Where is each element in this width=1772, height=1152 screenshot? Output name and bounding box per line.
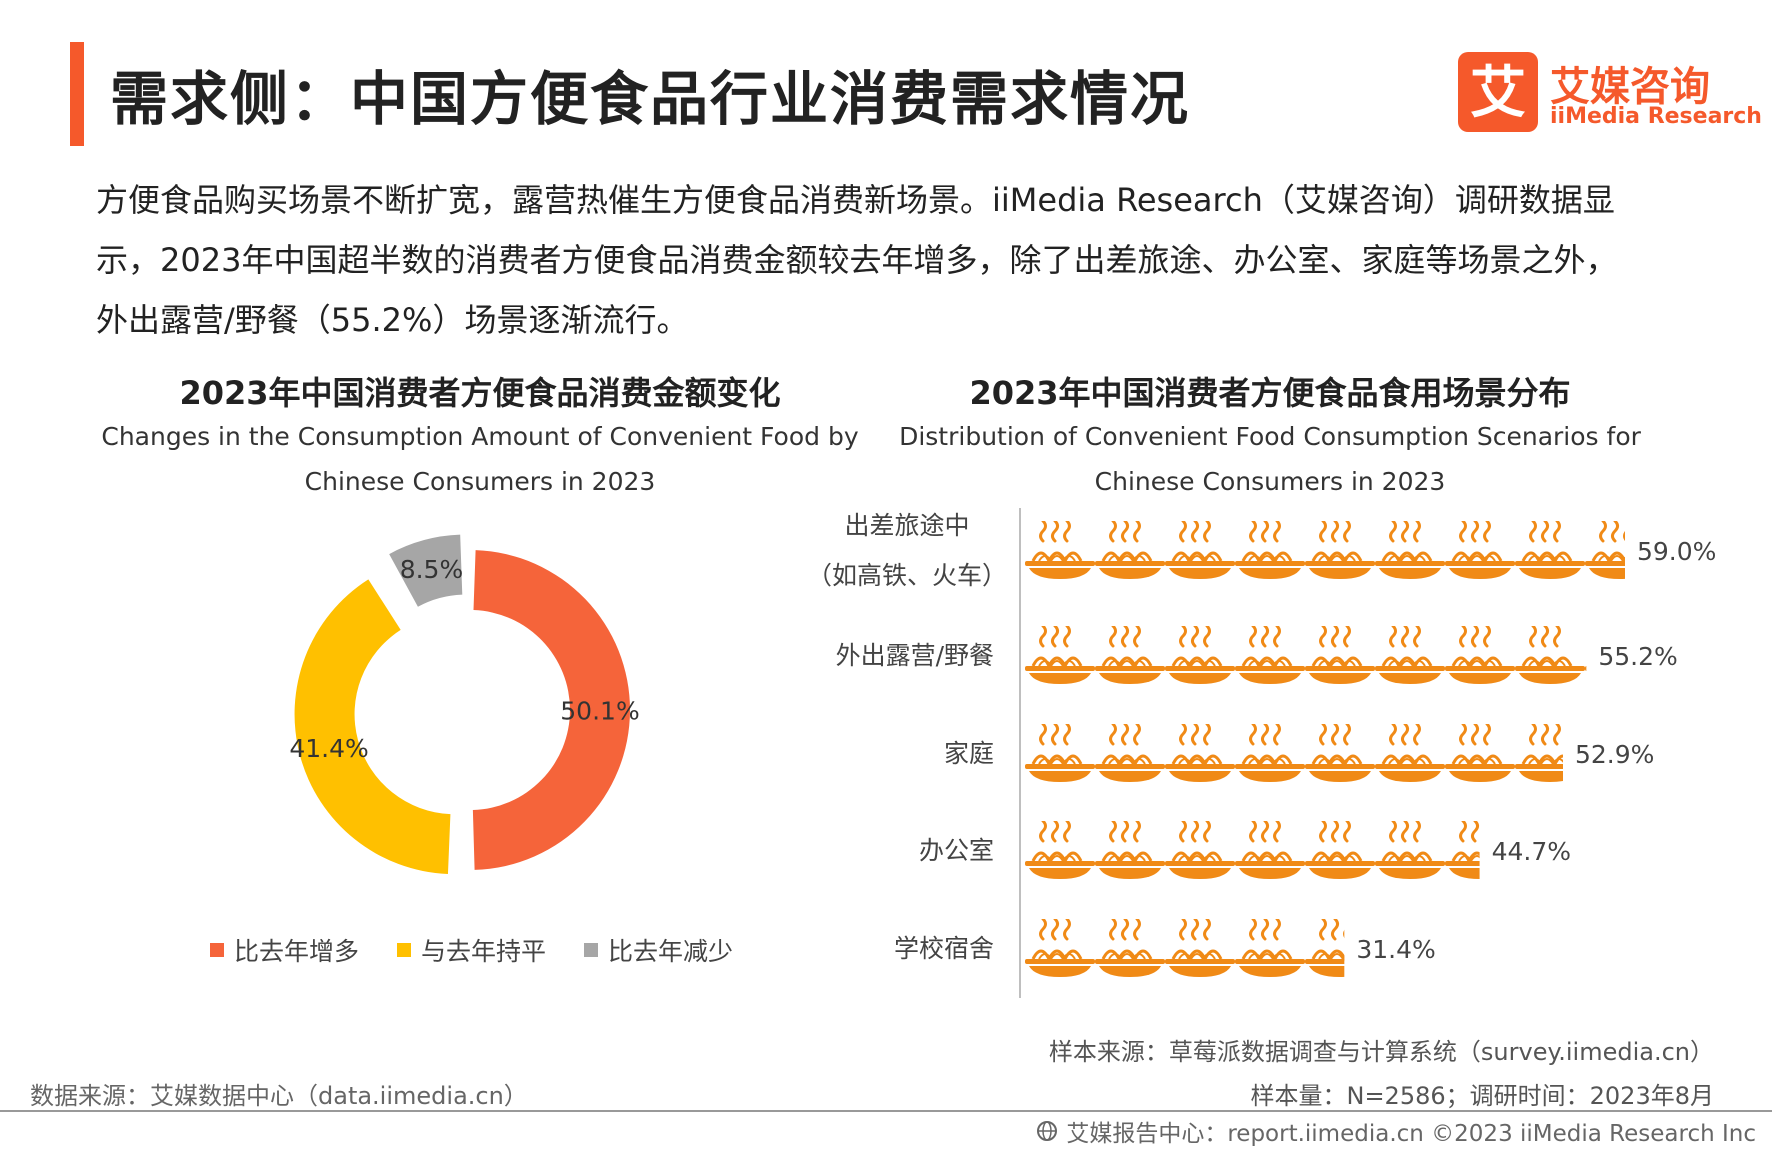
logo-mark-icon: 艾 [1458,52,1538,132]
noodle-bowl-icon [1305,626,1375,684]
donut-label-increase: 50.1% [560,696,639,725]
noodle-bowl-icon [1235,626,1305,684]
category-label-travel: 出差旅途中 [844,511,969,540]
bar-home [1025,724,1563,782]
donut-subtitle-line-2: Chinese Consumers in 2023 [304,467,656,496]
donut-chart: 50.1% 41.4% 8.5% [289,534,640,875]
intro-line-1: 方便食品购买场景不断扩宽，露营热催生方便食品消费新场景。iiMedia Rese… [96,181,1615,219]
footer-text: 艾媒报告中心：report.iimedia.cn ©2023 iiMedia R… [1066,1121,1756,1147]
donut-slice-decrease [389,534,463,607]
bar-value-travel: 59.0% [1637,537,1716,566]
noodle-bowl-icon [1445,521,1515,579]
noodle-bowl-icon [1095,724,1165,782]
scenario-subtitle-line-1: Distribution of Convenient Food Consumpt… [899,422,1641,451]
logo-mark-glyph: 艾 [1470,61,1526,126]
footer-divider [0,1110,1772,1112]
legend-swatch-increase [210,943,224,957]
bar-value-home: 52.9% [1575,740,1654,769]
scenario-pictogram-chart: 59.0% 出差旅途中 （如高铁、火车） 55.2% 外出露营/野餐 52.9% 家庭 44.… [807,508,1716,998]
donut-slice-increase [472,550,630,870]
donut-slice-same [294,579,451,875]
noodle-bowl-icon [1375,626,1445,684]
legend-label-same: 与去年持平 [421,937,547,966]
noodle-bowl-icon [1235,521,1305,579]
donut-label-decrease: 8.5% [400,555,464,584]
donut-legend: 比去年增多 与去年持平 比去年减少 [210,930,733,970]
bar-value-dorm: 31.4% [1356,935,1435,964]
scenario-chart-title: 2023年中国消费者方便食品食用场景分布 [969,374,1571,412]
legend-label-decrease: 比去年减少 [608,937,734,966]
noodle-bowl-icon [1375,724,1445,782]
noodle-bowl-icon [1165,626,1235,684]
noodle-bowl-icon [1305,724,1375,782]
noodle-bowl-icon [1025,724,1095,782]
noodle-bowl-icon [1165,521,1235,579]
noodle-bowl-icon [1375,821,1445,879]
footer: 艾媒报告中心：report.iimedia.cn ©2023 iiMedia R… [1036,1114,1756,1148]
noodle-bowl-icon [1165,821,1235,879]
donut-chart-subtitle: Changes in the Consumption Amount of Con… [90,414,870,504]
brand-logo: 艾 艾媒咨询 iiMedia Research [1458,52,1762,132]
noodle-bowl-icon [1025,821,1095,879]
legend-label-increase: 比去年增多 [234,937,360,966]
donut-subtitle-line-1: Changes in the Consumption Amount of Con… [101,422,859,451]
sample-size: 样本量：N=2586；调研时间：2023年8月 [1250,1082,1715,1110]
globe-icon [1037,1121,1058,1141]
bar-travel [1025,521,1625,579]
intro-line-2: 示，2023年中国超半数的消费者方便食品消费金额较去年增多，除了出差旅途、办公室… [96,241,1618,279]
bar-office [1025,821,1480,879]
legend-swatch-decrease [584,943,599,957]
legend-item-decrease: 比去年减少 [584,932,733,968]
bar-value-office: 44.7% [1492,837,1571,866]
page-title: 需求侧：中国方便食品行业消费需求情况 [110,65,1191,133]
noodle-bowl-icon [1025,919,1095,977]
data-source: 数据来源：艾媒数据中心（data.iimedia.cn） [30,1082,528,1110]
legend-item-increase: 比去年增多 [210,932,359,968]
noodle-bowl-icon [1095,919,1165,977]
noodle-bowl-icon [1445,724,1515,782]
donut-label-same: 41.4% [289,734,368,763]
noodle-bowl-icon [1235,821,1305,879]
noodle-bowl-icon [1025,521,1095,579]
logo-chinese-name: 艾媒咨询 [1550,64,1710,110]
bar-value-camping: 55.2% [1598,642,1677,671]
noodle-bowl-icon [1095,821,1165,879]
noodle-bowl-icon [1095,626,1165,684]
donut-chart-title: 2023年中国消费者方便食品消费金额变化 [179,374,781,412]
noodle-bowl-icon [1375,521,1445,579]
category-label-home: 家庭 [944,739,994,768]
legend-swatch-same [397,943,412,957]
noodle-bowl-icon [1305,521,1375,579]
noodle-bowl-icon [1305,821,1375,879]
legend-item-same: 与去年持平 [397,932,546,968]
noodle-bowl-icon [1025,626,1095,684]
category-label-dorm: 学校宿舍 [894,934,994,963]
scenario-chart-subtitle: Distribution of Convenient Food Consumpt… [880,414,1660,504]
bar-camping [1025,626,1587,684]
title-accent-bar [70,42,84,146]
category-label-travel-line-2: （如高铁、火车） [807,561,1007,590]
noodle-bowl-icon [1165,919,1235,977]
sample-source: 样本来源：草莓派数据调查与计算系统（survey.iimedia.cn） [1048,1038,1714,1066]
scenario-subtitle-line-2: Chinese Consumers in 2023 [1094,467,1446,496]
category-label-camping: 外出露营/野餐 [836,641,994,670]
intro-paragraph: 方便食品购买场景不断扩宽，露营热催生方便食品消费新场景。iiMedia Rese… [96,170,1696,350]
logo-english-name: iiMedia Research [1550,104,1762,129]
noodle-bowl-icon [1515,521,1585,579]
noodle-bowl-icon [1445,626,1515,684]
noodle-bowl-icon [1515,626,1585,684]
noodle-bowl-icon [1165,724,1235,782]
noodle-bowl-icon [1235,919,1305,977]
noodle-bowl-icon [1095,521,1165,579]
intro-line-3: 外出露营/野餐（55.2%）场景逐渐流行。 [96,301,689,339]
bar-dorm [1025,919,1345,977]
noodle-bowl-icon [1235,724,1305,782]
category-label-office: 办公室 [919,836,994,865]
